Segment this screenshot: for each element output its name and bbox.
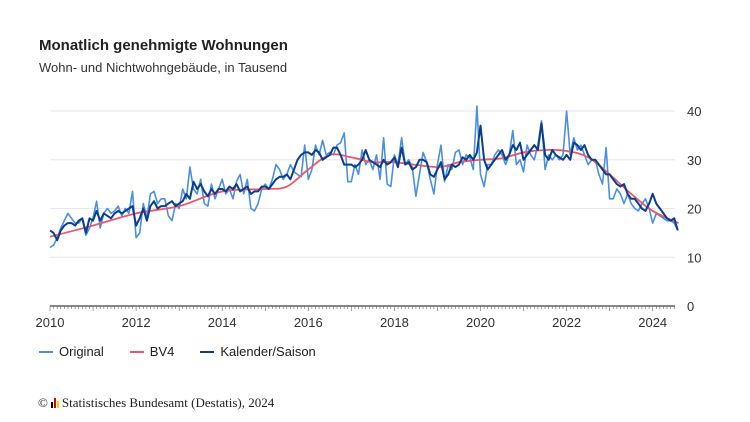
series-line-bv4 bbox=[49, 148, 679, 238]
legend-label-kalender-saison: Kalender/Saison bbox=[220, 344, 316, 359]
destatis-logo-icon bbox=[50, 398, 59, 408]
y-tick-label: 0 bbox=[687, 299, 694, 314]
chart-subtitle: Wohn- und Nichtwohngebäude, in Tausend bbox=[39, 60, 288, 75]
legend-label-original: Original bbox=[59, 344, 104, 359]
y-tick-label: 30 bbox=[687, 153, 701, 168]
source-text: Statistisches Bundesamt (Destatis), 2024 bbox=[61, 395, 275, 410]
legend: Original BV4 Kalender/Saison bbox=[39, 344, 316, 359]
x-tick-label: 2024 bbox=[638, 315, 667, 330]
legend-item-original[interactable]: Original bbox=[39, 344, 104, 359]
y-tick-label: 20 bbox=[687, 202, 701, 217]
legend-swatch-kalender-saison bbox=[200, 350, 215, 353]
x-tick-label: 2012 bbox=[122, 315, 151, 330]
legend-swatch-original bbox=[39, 350, 53, 353]
series-line-kalender-saison bbox=[49, 122, 679, 242]
legend-swatch-bv4 bbox=[129, 350, 144, 353]
y-tick-label: 10 bbox=[687, 250, 701, 265]
x-tick-label: 2020 bbox=[466, 315, 495, 330]
x-tick-label: 2014 bbox=[208, 315, 237, 330]
legend-label-bv4: BV4 bbox=[149, 344, 175, 359]
legend-item-kalender-saison[interactable]: Kalender/Saison bbox=[200, 344, 316, 359]
source-footer: © Statistisches Bundesamt (Destatis), 20… bbox=[38, 395, 274, 411]
y-tick-label: 40 bbox=[687, 104, 701, 119]
legend-item-bv4[interactable]: BV4 bbox=[129, 344, 175, 359]
x-tick-label: 2018 bbox=[380, 315, 409, 330]
series-line-original bbox=[49, 105, 679, 249]
copyright-symbol: © bbox=[38, 395, 48, 410]
x-tick-label: 2016 bbox=[294, 315, 323, 330]
chart-title: Monatlich genehmigte Wohnungen bbox=[39, 37, 288, 54]
x-tick-label: 2022 bbox=[552, 315, 581, 330]
x-tick-label: 2010 bbox=[36, 315, 65, 330]
